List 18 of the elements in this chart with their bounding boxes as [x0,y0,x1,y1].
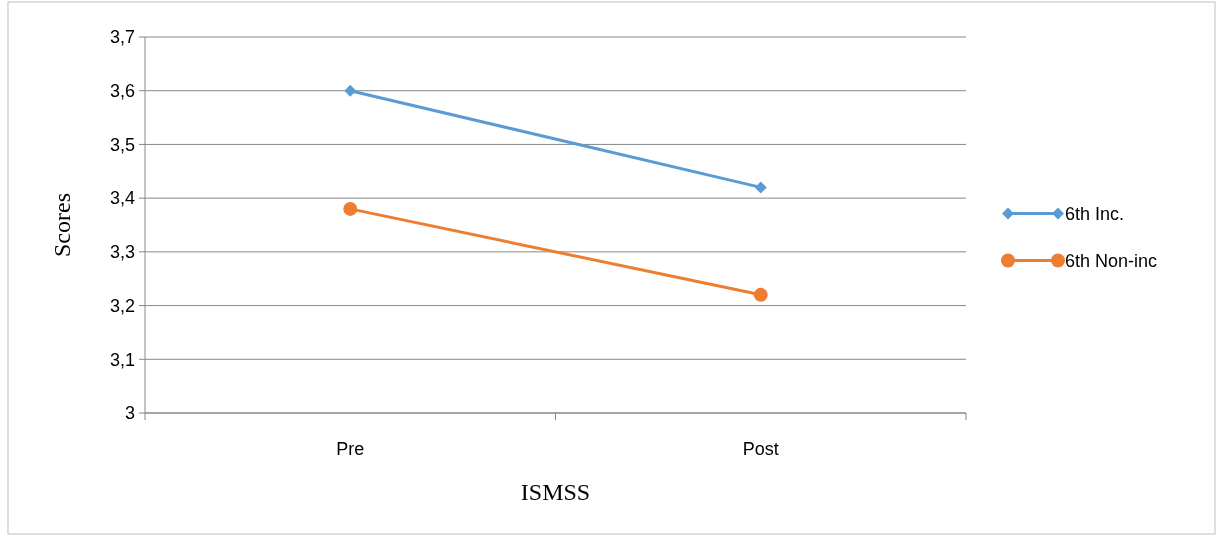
x-tick-label: Post [742,439,779,459]
point [343,201,358,216]
legend-label: 6th Inc. [1065,203,1125,224]
point [344,84,357,97]
y-tick-label: 3,6 [109,81,135,102]
y-axis-title: Scores [49,193,75,257]
y-tick-label: 3,3 [109,242,135,263]
y-tick-label: 3,1 [109,349,135,370]
y-tick-label: 3,5 [109,134,135,155]
y-tick-label: 3 [124,403,135,424]
legend-label: 6th Non-inc [1065,250,1158,271]
x-tick-label: Pre [336,439,365,459]
y-tick-label: 3,4 [109,188,135,209]
y-tick-label: 3,7 [109,27,135,48]
y-tick-label: 3,2 [109,295,135,316]
x-axis-title: ISMSS [520,479,591,505]
point [754,181,767,194]
point [753,287,768,302]
